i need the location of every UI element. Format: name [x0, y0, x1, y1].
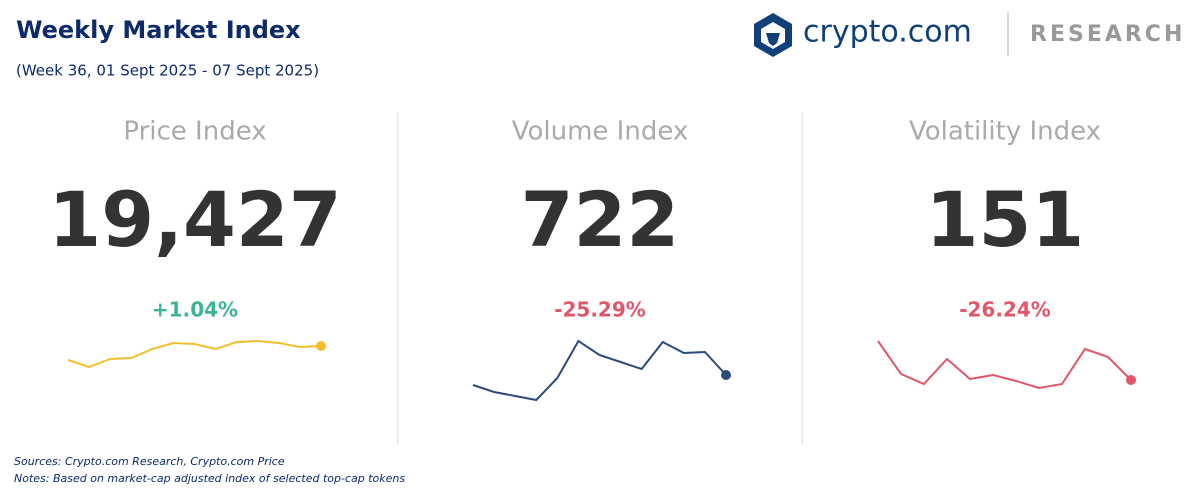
title: Weekly Market Index [16, 16, 301, 44]
card-value: 722 [521, 175, 680, 264]
card-change: -25.29% [554, 298, 646, 322]
sparkline [877, 340, 1132, 390]
subtitle: (Week 36, 01 Sept 2025 - 07 Sept 2025) [16, 62, 319, 80]
sparkline [472, 339, 727, 402]
card-label: Volatility Index [909, 117, 1101, 147]
card-value: 151 [926, 175, 1085, 264]
sources: Sources: Crypto.com Research, Crypto.com… [14, 455, 285, 468]
card-label: Price Index [123, 117, 266, 147]
sparkline-end [721, 370, 731, 380]
sparkline-end [1126, 375, 1136, 385]
card-value: 19,427 [48, 175, 341, 264]
sparkline [67, 339, 322, 369]
brand-name: crypto.com [803, 15, 972, 50]
notes: Notes: Based on market-cap adjusted inde… [14, 472, 405, 485]
brand-section: RESEARCH [1030, 22, 1185, 47]
card-change: -26.24% [959, 298, 1051, 322]
logo-icon [754, 13, 792, 57]
card-label: Volume Index [512, 117, 689, 147]
card-change: +1.04% [152, 298, 238, 322]
sparkline-end [316, 341, 326, 351]
